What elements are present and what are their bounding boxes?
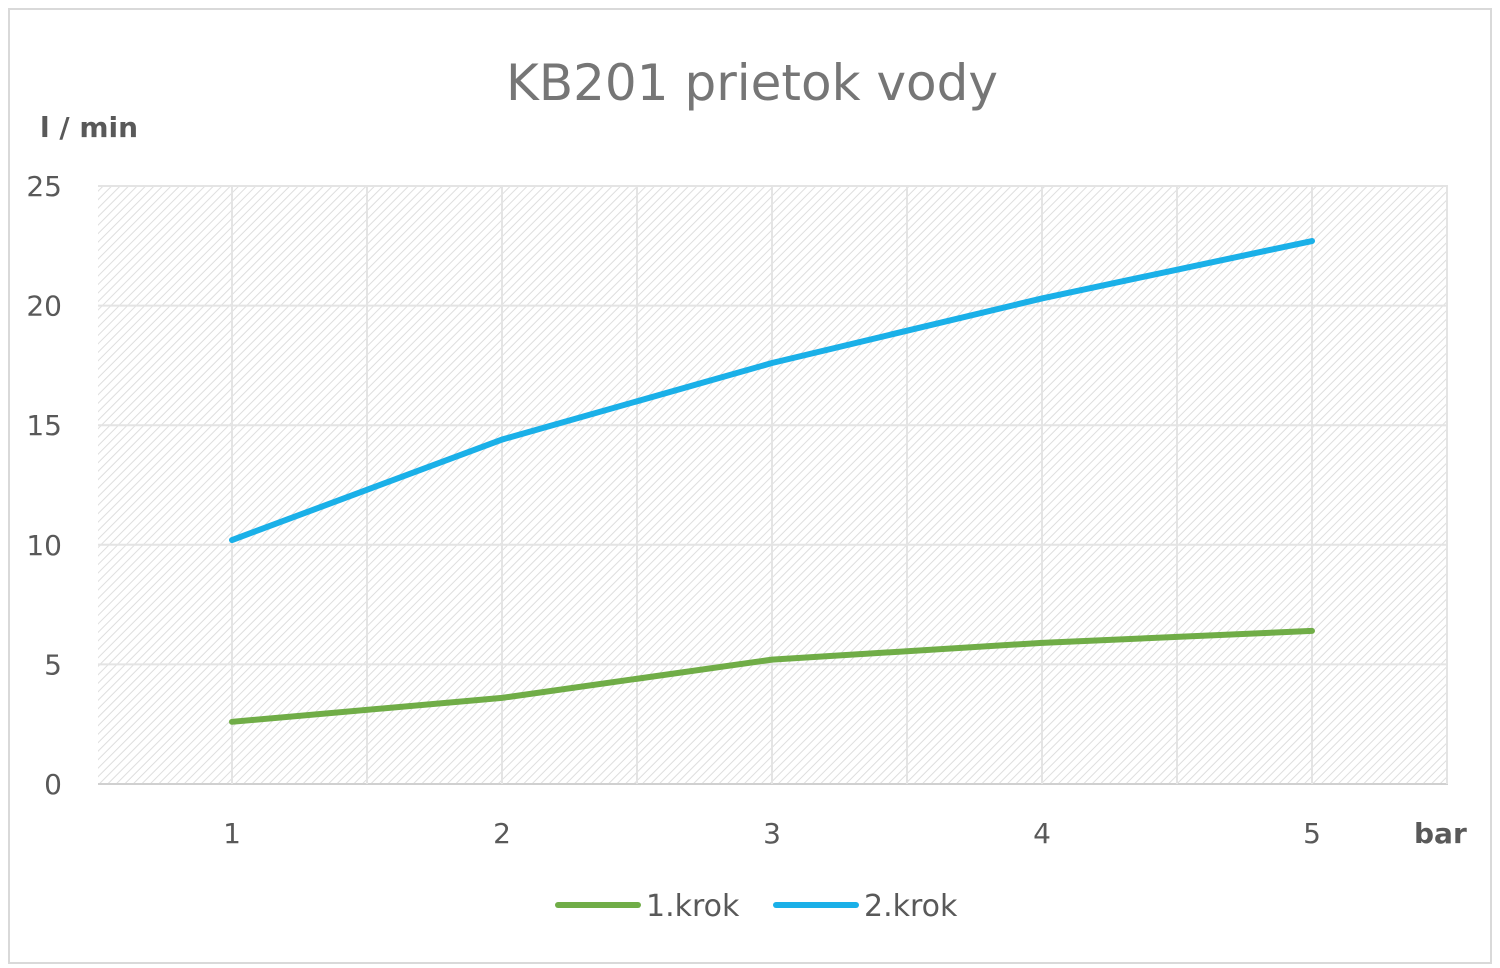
x-axis-label: bar <box>1414 817 1467 850</box>
x-tick-label: 5 <box>1303 817 1321 850</box>
y-tick-label: 0 <box>44 768 62 801</box>
y-tick-label: 20 <box>26 290 62 323</box>
y-tick-labels: 0 5 10 15 20 25 <box>26 170 62 801</box>
series-lines <box>229 238 1315 725</box>
y-tick-label: 25 <box>26 170 62 203</box>
legend-label: 2.krok <box>864 889 958 924</box>
legend-label: 1.krok <box>646 889 740 924</box>
x-tick-label: 2 <box>493 817 511 850</box>
y-tick-label: 10 <box>26 529 62 562</box>
x-tick-labels: 1 2 3 4 5 <box>223 817 1321 850</box>
chart-title: KB201 prietok vody <box>506 54 998 112</box>
x-tick-label: 3 <box>763 817 781 850</box>
grid-lines <box>98 185 1448 785</box>
series-line-1.krok <box>229 627 1315 725</box>
x-tick-label: 4 <box>1033 817 1051 850</box>
x-tick-label: 1 <box>223 817 241 850</box>
y-axis-label: l / min <box>40 111 138 144</box>
y-tick-label: 5 <box>44 648 62 681</box>
legend: 1.krok 2.krok <box>555 889 958 924</box>
y-tick-label: 15 <box>26 409 62 442</box>
series-line-2.krok <box>229 238 1315 544</box>
